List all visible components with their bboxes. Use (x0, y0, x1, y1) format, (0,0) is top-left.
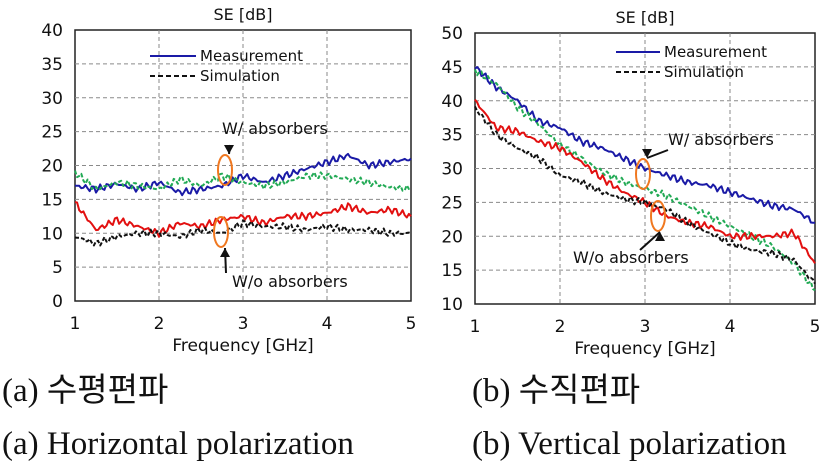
right-y-tick-label-6: 40 (441, 92, 463, 112)
right-annotation-label-without-absorbers: W/o absorbers (573, 248, 689, 267)
right-x-tick-label-1: 2 (555, 317, 566, 337)
left-x-tick-label-4: 5 (406, 314, 417, 334)
left-y-tick-label-7: 35 (41, 55, 63, 75)
left-x-tick-label-0: 1 (70, 314, 81, 334)
left-y-tick-label-8: 40 (41, 21, 63, 41)
left-y-tick-label-0: 0 (52, 292, 63, 312)
right-x-tick-label-3: 4 (725, 317, 736, 337)
left-series-line-0 (74, 152, 412, 197)
left-y-tick-label-3: 15 (41, 190, 63, 210)
right-y-tick-label-7: 45 (441, 58, 463, 78)
left-series-line-3 (74, 219, 412, 247)
right-y-tick-label-5: 35 (441, 126, 463, 146)
left-series-line-1 (74, 170, 412, 192)
chart-horizontal-polarization: 1 2 3 4 5 0 5 10 15 20 25 30 35 40 SE [dB] Frequency [G… (41, 5, 416, 356)
left-series-line-2 (74, 201, 412, 238)
right-series-line-3 (474, 105, 816, 285)
caption-left-english: (a) Horizontal polarization (2, 426, 354, 462)
left-annotation-ellipse-with-absorbers (217, 154, 233, 186)
left-y-tick-label-6: 30 (41, 89, 63, 109)
left-annotation-arrowhead-without-absorbers (220, 248, 230, 257)
left-annotation-arrowhead-with-absorbers (224, 145, 234, 154)
right-annotation-ellipse-with-absorbers (635, 158, 651, 190)
right-x-axis-label: Frequency [GHz] (574, 339, 715, 359)
right-chart-title: SE [dB] (616, 8, 675, 27)
left-legend-label-simulation: Simulation (200, 67, 280, 85)
right-annotation-ellipse-without-absorbers (650, 200, 666, 232)
right-annotation-arrowhead-without-absorbers (655, 232, 665, 241)
left-annotation-label-with-absorbers: W/ absorbers (222, 119, 328, 138)
right-y-tick-label-2: 20 (441, 227, 463, 247)
left-annotation-label-without-absorbers: W/o absorbers (232, 272, 348, 291)
caption-right-korean: (b) 수직편파 (472, 373, 641, 409)
left-y-tick-label-2: 10 (41, 224, 63, 244)
right-y-tick-label-4: 30 (441, 160, 463, 180)
right-legend-label-measurement: Measurement (664, 43, 767, 61)
left-legend-label-measurement: Measurement (200, 47, 303, 65)
right-x-tick-label-0: 1 (470, 317, 481, 337)
left-y-tick-label-5: 25 (41, 123, 63, 143)
left-y-tick-label-1: 5 (52, 258, 63, 278)
right-annotation-arrow-without-absorbers (639, 231, 661, 251)
right-x-tick-label-4: 5 (810, 317, 821, 337)
right-series-line-0 (474, 66, 815, 224)
right-y-tick-label-8: 50 (441, 24, 463, 44)
right-y-tick-label-3: 25 (441, 193, 463, 213)
left-x-axis-label: Frequency [GHz] (172, 336, 313, 356)
right-y-tick-label-1: 15 (441, 261, 463, 281)
left-annotation-ellipse-without-absorbers (213, 216, 229, 248)
caption-right-english: (b) Vertical polarization (472, 426, 787, 462)
left-chart-title: SE [dB] (214, 5, 273, 24)
right-series-line-2 (474, 98, 816, 264)
left-x-tick-label-1: 2 (154, 314, 165, 334)
left-x-tick-label-2: 3 (238, 314, 249, 334)
right-series-line-1 (474, 69, 816, 292)
caption-left-korean: (a) 수평편파 (2, 373, 169, 409)
right-annotation-arrow-with-absorbers (646, 149, 669, 159)
right-x-tick-label-2: 3 (640, 317, 651, 337)
right-annotation-label-with-absorbers: W/ absorbers (668, 130, 774, 149)
right-annotation-arrowhead-with-absorbers (642, 149, 652, 158)
right-y-tick-label-0: 10 (441, 295, 463, 315)
left-x-tick-label-3: 4 (322, 314, 333, 334)
right-legend-label-simulation: Simulation (664, 63, 744, 81)
left-y-tick-label-4: 20 (41, 157, 63, 177)
